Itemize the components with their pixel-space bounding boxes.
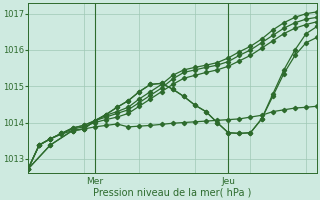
Text: Jeu: Jeu [221,177,235,186]
Text: Mer: Mer [86,177,103,186]
X-axis label: Pression niveau de la mer( hPa ): Pression niveau de la mer( hPa ) [93,187,252,197]
